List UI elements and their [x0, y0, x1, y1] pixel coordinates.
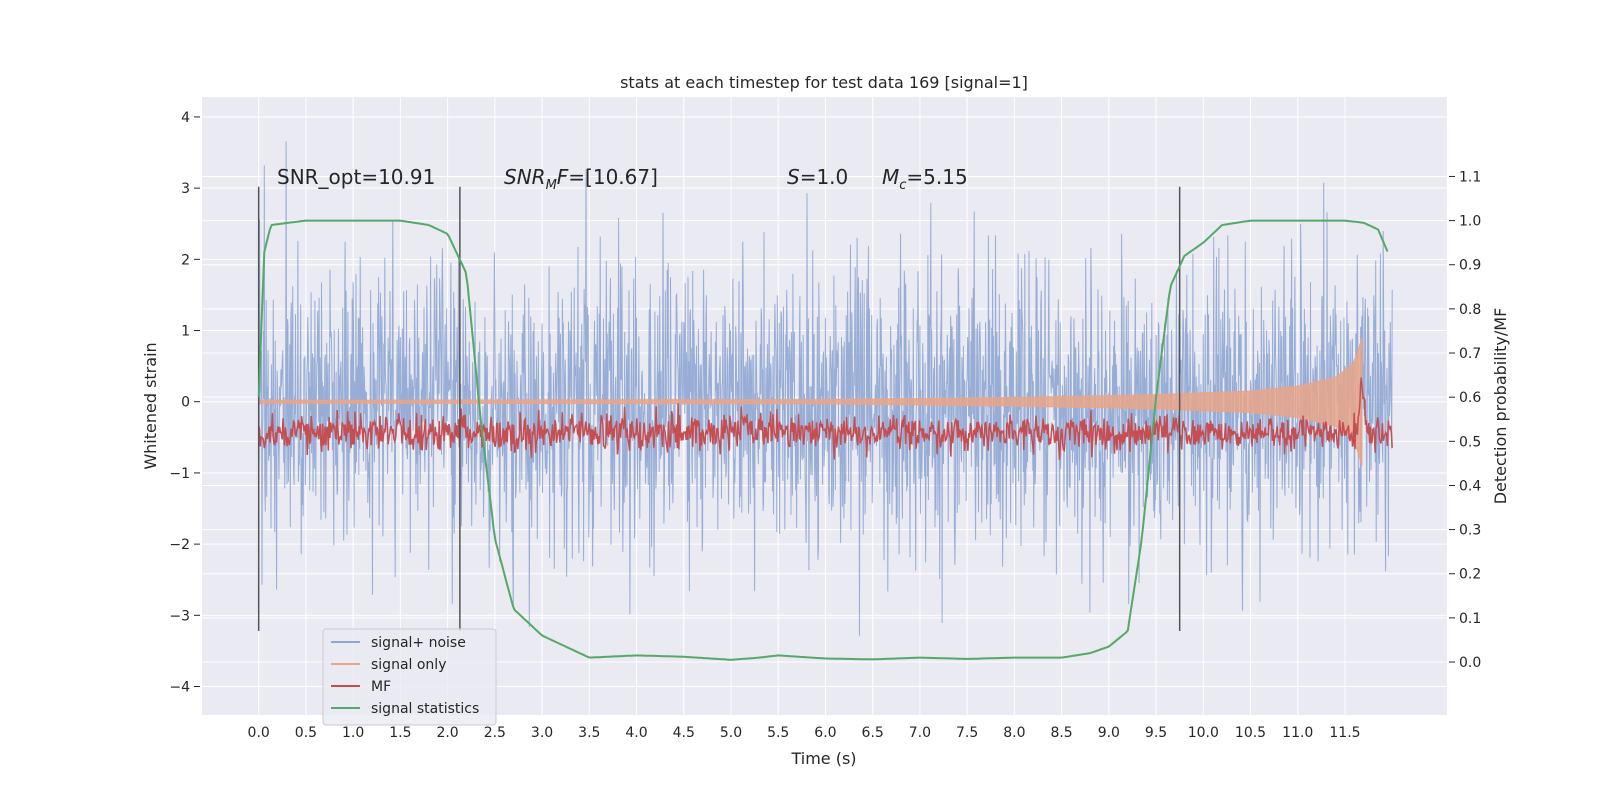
signal-only-area	[258, 337, 1363, 466]
annotation-mc-symbol: M	[882, 165, 899, 189]
y-tick-label: −2	[169, 537, 190, 553]
x-tick-label: 3.5	[578, 725, 600, 741]
legend-label-signal-statistics: signal statistics	[371, 701, 479, 717]
annotation-snr-mf-subscript: M	[546, 178, 557, 193]
grid-layer	[202, 97, 1447, 715]
y-tick-layer: 4 3 2 1 0 −1 −2 −3 −4	[169, 110, 200, 696]
x-tick-label: 3.0	[531, 725, 553, 741]
y2-tick-label: 0.1	[1459, 611, 1481, 627]
y2-tick-label: 0.9	[1459, 258, 1481, 274]
mf-series	[257, 377, 1393, 460]
x-tick-label: 5.0	[720, 725, 742, 741]
y2-tick-label: 0.8	[1459, 302, 1481, 318]
x-tick-label: 2.5	[484, 725, 506, 741]
y2-tick-label: 0.7	[1459, 346, 1481, 362]
x-tick-label: 7.5	[956, 725, 978, 741]
annotation-snr-mf: SNRMF=[10.67]	[504, 165, 658, 193]
y-tick-label: 4	[181, 110, 190, 126]
chart-title: stats at each timestep for test data 169…	[620, 73, 1028, 92]
x-tick-label: 5.5	[767, 725, 789, 741]
x-axis-label: Time (s)	[790, 749, 856, 768]
annotation-mc: Mc=5.15	[882, 165, 968, 193]
signal-statistics-line	[257, 219, 1389, 661]
y2-tick-label: 0.6	[1459, 390, 1481, 406]
x-tick-label: 4.5	[673, 725, 695, 741]
y2-tick-label: 0.5	[1459, 434, 1481, 450]
y-tick-label: −4	[169, 680, 190, 696]
x-tick-label: 6.0	[814, 725, 836, 741]
legend-label-signal-noise: signal+ noise	[371, 635, 466, 651]
x-tick-label: 1.0	[342, 725, 364, 741]
x-tick-label: 1.5	[389, 725, 411, 741]
y-tick-label: −1	[169, 466, 190, 482]
x-tick-label: 11.5	[1329, 725, 1360, 741]
y-tick-label: 3	[181, 181, 190, 197]
x-tick-label: 7.0	[909, 725, 931, 741]
x-tick-label: 2.0	[436, 725, 458, 741]
legend: signal+ noise signal only MF signal stat…	[322, 628, 497, 726]
legend-label-signal-only: signal only	[371, 657, 446, 673]
annotation-s-symbol: S	[787, 165, 800, 189]
x-tick-label: 10.0	[1188, 725, 1219, 741]
x-tick-label: 8.5	[1050, 725, 1072, 741]
x-tick-label: 0.0	[248, 725, 270, 741]
annotation-s-value: =1.0	[800, 165, 849, 189]
legend-box	[322, 628, 497, 726]
annotation-mc-value: =5.15	[906, 165, 967, 189]
x-tick-label: 9.0	[1098, 725, 1120, 741]
mf-line	[257, 377, 1393, 460]
annotation-snr-mf-italic-f: F	[557, 165, 569, 189]
x-tick-label: 11.0	[1282, 725, 1313, 741]
y2-tick-label: 0.2	[1459, 567, 1481, 583]
x-tick-layer: 0.0 0.5 1.0 1.5 2.0 2.5 3.0 3.5 4.0 4.5 5.0 5.5 6.0 6…	[248, 725, 1361, 741]
y-tick-label: −3	[169, 608, 190, 624]
y2-axis-label: Detection probability/MF	[1491, 308, 1510, 505]
y-tick-label: 2	[181, 252, 190, 268]
y2-tick-label: 1.1	[1459, 169, 1481, 185]
y2-tick-label: 1.0	[1459, 214, 1481, 230]
y-tick-label: 0	[181, 395, 190, 411]
y2-tick-label: 0.3	[1459, 523, 1481, 539]
y2-tick-layer: 1.1 1.0 0.9 0.8 0.7 0.6 0.5 0.4 0.3 0.2 0.1 0.0	[1449, 169, 1481, 671]
annotation-snr-opt: SNR_opt=10.91	[277, 165, 435, 189]
x-tick-label: 6.5	[862, 725, 884, 741]
x-tick-label: 8.0	[1003, 725, 1025, 741]
y-tick-label: 1	[181, 324, 190, 340]
legend-label-mf: MF	[371, 679, 391, 695]
annotation-s: S=1.0	[787, 165, 848, 189]
x-tick-label: 4.0	[625, 725, 647, 741]
y2-tick-label: 0.0	[1459, 655, 1481, 671]
signal-statistics-series	[257, 219, 1389, 661]
signal-only-series	[258, 337, 1363, 466]
annotation-mc-subscript: c	[899, 178, 906, 193]
y2-tick-label: 0.4	[1459, 478, 1481, 494]
x-tick-label: 9.5	[1145, 725, 1167, 741]
x-tick-label: 0.5	[295, 725, 317, 741]
x-tick-label: 10.5	[1235, 725, 1266, 741]
annotation-snr-mf-symbol: SNR	[504, 165, 546, 189]
y-axis-label: Whitened strain	[141, 342, 160, 469]
annotation-snr-mf-value: =[10.67]	[568, 165, 658, 189]
